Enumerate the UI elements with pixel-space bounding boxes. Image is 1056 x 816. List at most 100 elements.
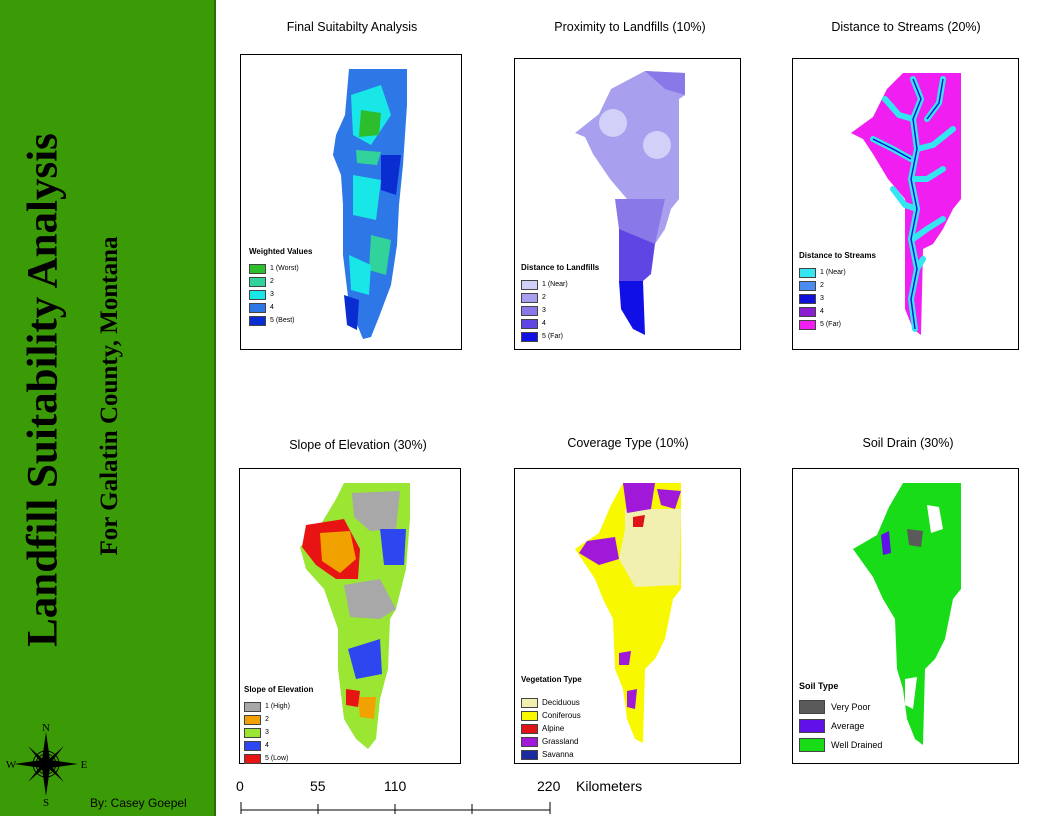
legend-swatch <box>799 267 816 278</box>
legend-swatch <box>799 280 816 291</box>
legend-item: 2 <box>244 713 313 726</box>
author-credit: By: Casey Goepel <box>90 796 187 810</box>
scale-unit-label: Kilometers <box>576 778 643 794</box>
legend-item: 5 (Far) <box>521 330 599 343</box>
legend-swatch <box>249 263 266 274</box>
legend-swatch <box>521 749 538 760</box>
legend-item: 4 <box>249 301 312 314</box>
legend-title: Distance to Landfills <box>521 263 600 272</box>
legend-swatch <box>244 753 261 764</box>
legend-item: 1 (Near) <box>521 278 599 291</box>
map-distance-streams <box>851 73 961 335</box>
legend-swatch <box>799 737 825 752</box>
scale-bar-line <box>240 802 551 814</box>
compass-east-label: E <box>81 759 88 771</box>
legend-label: 1 (Near) <box>820 269 846 276</box>
legend-item: 4 <box>521 317 599 330</box>
legend-label: 5 (Best) <box>270 317 295 324</box>
scale-tick-label: 55 <box>310 778 326 794</box>
compass-rose-icon: N S E W <box>6 722 88 808</box>
legend-label: 3 <box>270 291 274 298</box>
map-coverage-type <box>575 483 681 743</box>
legend-item: 2 <box>521 291 599 304</box>
legend-swatch <box>244 701 261 712</box>
panel-title-slope: Slope of Elevation (30%) <box>289 438 427 452</box>
legend-swatch <box>244 727 261 738</box>
map-frame-landfills: Distance to Landfills 1 (Near) 2 3 4 5 (… <box>514 58 741 350</box>
map-final-suitability <box>333 69 407 339</box>
legend-label: 2 <box>270 278 274 285</box>
legend-title: Distance to Streams <box>799 251 876 260</box>
legend-item: 1 (Worst) <box>249 262 312 275</box>
legend-label: 1 (Worst) <box>270 265 299 272</box>
legend-item: 1 (Near) <box>799 266 876 279</box>
map-soil-drain <box>853 483 961 745</box>
scale-tick-label: 110 <box>384 778 407 794</box>
legend-item: 3 <box>249 288 312 301</box>
legend-item: 3 <box>799 292 876 305</box>
legend-swatch <box>249 315 266 326</box>
legend-item: Well Drained <box>799 735 882 754</box>
legend-swatch <box>521 279 538 290</box>
legend-label: 5 (Far) <box>542 333 563 340</box>
legend-swatch <box>521 710 538 721</box>
legend-swatch <box>521 723 538 734</box>
scale-tick-label: 0 <box>236 778 244 794</box>
legend-label: 5 (Far) <box>820 321 841 328</box>
legend-item: 4 <box>244 739 313 752</box>
panel-title-soil: Soil Drain (30%) <box>862 436 954 450</box>
legend-swatch <box>521 305 538 316</box>
legend-item: 2 <box>799 279 876 292</box>
map-frame-final: Weighted Values 1 (Worst) 2 3 4 5 (Best) <box>240 54 462 350</box>
compass-west-label: W <box>6 759 17 771</box>
legend-label: 3 <box>820 295 824 302</box>
legend-swatch <box>521 292 538 303</box>
legend-label: Average <box>831 720 865 731</box>
panel-title-streams: Distance to Streams (20%) <box>831 20 981 34</box>
legend-coverage: Vegetation Type Deciduous Coniferous Alp… <box>521 675 582 761</box>
legend-title: Soil Type <box>799 681 839 691</box>
compass-south-label: S <box>43 797 49 808</box>
legend-swatch <box>249 276 266 287</box>
legend-swatch <box>799 293 816 304</box>
legend-label: Grassland <box>542 737 579 746</box>
legend-swatch <box>521 697 538 708</box>
legend-streams: Distance to Streams 1 (Near) 2 3 4 5 (Fa… <box>799 251 876 331</box>
legend-label: Very Poor <box>831 701 871 712</box>
legend-item: 2 <box>249 275 312 288</box>
legend-title: Vegetation Type <box>521 675 582 684</box>
legend-swatch <box>244 714 261 725</box>
legend-slope: Slope of Elevation 1 (High) 2 3 4 5 (Low… <box>244 685 313 765</box>
legend-label: Well Drained <box>831 739 883 750</box>
legend-swatch <box>244 740 261 751</box>
panel-title-landfills: Proximity to Landfills (10%) <box>554 20 706 34</box>
legend-landfills: Distance to Landfills 1 (Near) 2 3 4 5 (… <box>521 263 599 343</box>
legend-item: 1 (High) <box>244 700 313 713</box>
legend-swatch <box>799 718 825 733</box>
legend-label: Savanna <box>542 750 574 759</box>
legend-label: Alpine <box>542 724 565 733</box>
legend-label: 4 <box>820 308 824 315</box>
map-proximity-landfills <box>575 71 685 335</box>
map-subtitle: For Galatin County, Montana <box>96 236 123 556</box>
legend-swatch <box>521 331 538 342</box>
legend-swatch <box>799 306 816 317</box>
scale-tick-label: 220 <box>537 778 561 794</box>
map-frame-streams: Distance to Streams 1 (Near) 2 3 4 5 (Fa… <box>792 58 1019 350</box>
panel-title-final: Final Suitabilty Analysis <box>286 20 418 34</box>
legend-item: 5 (Far) <box>799 318 876 331</box>
legend-label: 5 (Low) <box>265 755 289 762</box>
map-frame-slope: Slope of Elevation 1 (High) 2 3 4 5 (Low… <box>239 468 461 764</box>
legend-item: Deciduous <box>521 696 582 709</box>
legend-swatch <box>249 302 266 313</box>
legend-label: 2 <box>820 282 824 289</box>
map-title: Landfill Suitability Analysis <box>19 133 67 647</box>
legend-soil: Soil Type Very Poor Average Well Drained <box>799 681 882 754</box>
legend-label: Coniferous <box>542 711 581 720</box>
legend-label: 1 (Near) <box>542 281 568 288</box>
legend-label: 4 <box>542 320 546 327</box>
scale-bar: 0 55 110 220 Kilometers <box>232 776 672 816</box>
legend-label: 4 <box>270 304 274 311</box>
compass-north-label: N <box>42 722 50 734</box>
legend-item: 5 (Best) <box>249 314 312 327</box>
